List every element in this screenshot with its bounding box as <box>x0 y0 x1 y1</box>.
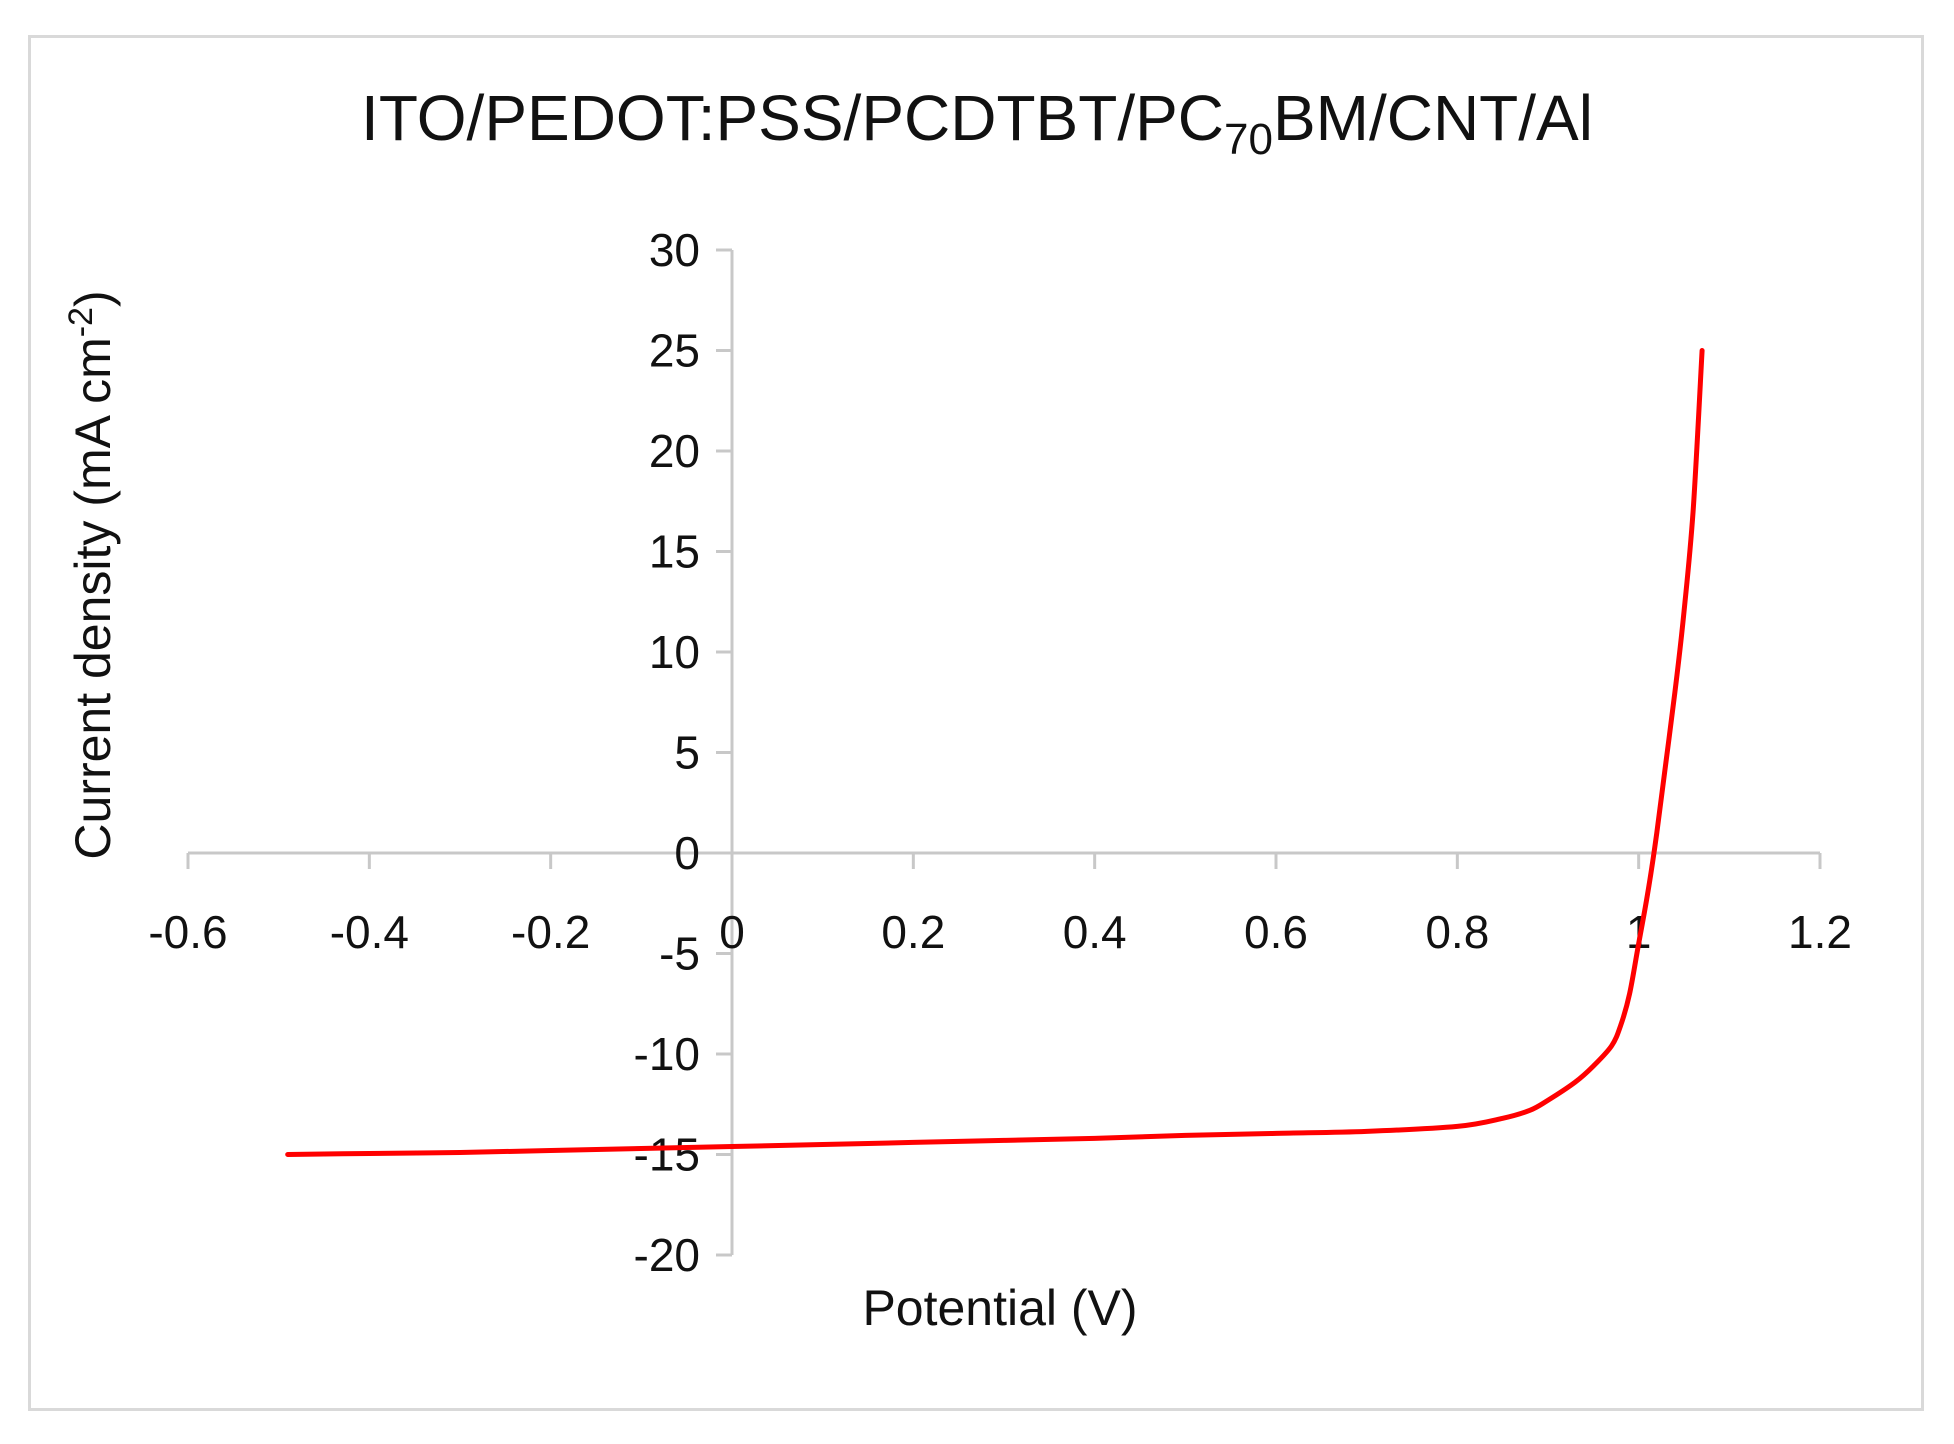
y-tick-label: 25 <box>649 325 700 377</box>
y-tick-label: -20 <box>634 1229 700 1281</box>
chart-frame <box>28 35 1924 1411</box>
jv-series-line <box>285 348 1705 1157</box>
x-tick-label: 0 <box>719 906 745 958</box>
y-tick-label: -15 <box>634 1129 700 1181</box>
y-tick-label: 5 <box>674 727 700 779</box>
x-tick-label: 0.8 <box>1425 906 1489 958</box>
chart-title: ITO/PEDOT:PSS/PCDTBT/PC70BM/CNT/Al <box>361 82 1593 164</box>
chart-title-subscript: 70 <box>1224 115 1273 164</box>
y-tick-label: 20 <box>649 425 700 477</box>
x-tick-label: -0.2 <box>511 906 590 958</box>
y-axis-title-close: ) <box>65 290 121 307</box>
y-axis-title: Current density (mA cm-2) <box>62 290 121 859</box>
x-axis-title: Potential (V) <box>862 1280 1137 1336</box>
x-tick-label: -0.6 <box>148 906 227 958</box>
chart-title-main: ITO/PEDOT:PSS/PCDTBT/PC <box>361 82 1224 154</box>
y-tick-label: -5 <box>659 928 700 980</box>
y-axis-title-main: Current density (mA cm <box>65 337 121 859</box>
axes <box>186 248 1822 1257</box>
x-tick-label: 0.4 <box>1063 906 1127 958</box>
x-tick-label: -0.4 <box>330 906 409 958</box>
y-axis-title-superscript: -2 <box>62 307 100 337</box>
x-tick-label: 0.2 <box>881 906 945 958</box>
y-tick-label: 30 <box>649 224 700 276</box>
y-tick-label: -10 <box>634 1028 700 1080</box>
y-tick-label: 15 <box>649 526 700 578</box>
series-layer <box>285 348 1705 1157</box>
y-tick-label: 10 <box>649 626 700 678</box>
x-tick-label: 1.2 <box>1788 906 1852 958</box>
tick-labels: -0.6 -0.4 -0.2 0 0.2 0.4 0.6 0.8 1 1.230252015105… <box>148 224 1852 1281</box>
y-tick-label: 0 <box>674 827 700 879</box>
chart-title-rest: BM/CNT/Al <box>1273 82 1593 154</box>
x-tick-label: 0.6 <box>1244 906 1308 958</box>
